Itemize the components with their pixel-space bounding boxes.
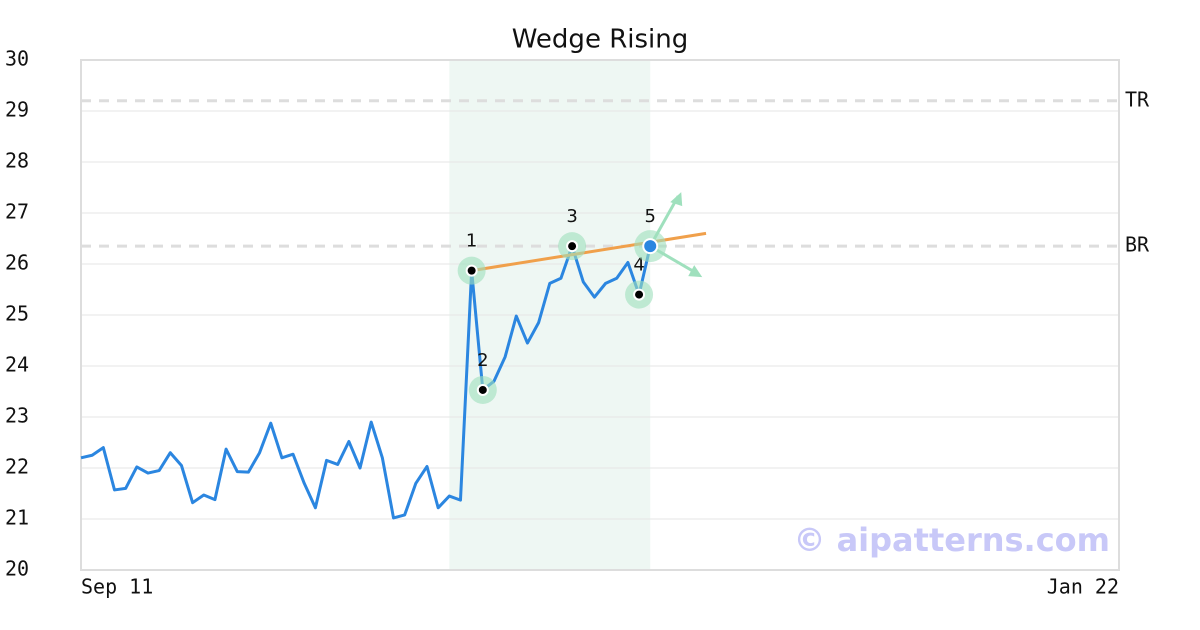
- x-tick-label: Jan 22: [1047, 575, 1119, 599]
- y-tick-label: 26: [5, 251, 29, 275]
- arrow: [648, 195, 680, 247]
- point-label: 1: [466, 231, 477, 252]
- x-tick-label: Sep 11: [81, 575, 153, 599]
- watermark: © aipatterns.com: [793, 521, 1110, 559]
- arrow-head: [688, 265, 703, 278]
- y-tick-label: 24: [5, 353, 29, 377]
- arrow-head: [670, 192, 683, 207]
- y-tick-label: 22: [5, 455, 29, 479]
- plot-frame: [80, 59, 1120, 571]
- arrow: [649, 244, 699, 276]
- level-label: BR: [1125, 233, 1150, 257]
- point-label: 2: [477, 350, 488, 371]
- pattern-point: [566, 240, 579, 253]
- y-tick-label: 28: [5, 149, 29, 173]
- point-label: 4: [633, 255, 644, 276]
- pattern-point: [465, 264, 478, 277]
- point-label: 3: [566, 206, 577, 227]
- y-tick-label: 27: [5, 200, 29, 224]
- y-tick-label: 30: [5, 47, 29, 71]
- point-label: 5: [644, 206, 655, 227]
- y-tick-label: 23: [5, 404, 29, 428]
- price-line: [80, 244, 652, 520]
- chart-title: Wedge Rising: [512, 25, 689, 55]
- y-tick-label: 20: [5, 557, 29, 581]
- pattern-point: [476, 383, 489, 396]
- level-label: TR: [1125, 87, 1150, 111]
- pattern-point: [642, 238, 659, 255]
- y-tick-label: 25: [5, 302, 29, 326]
- y-tick-label: 21: [5, 506, 29, 530]
- pattern-point: [633, 288, 646, 301]
- trend-line: [471, 231, 707, 273]
- y-tick-label: 29: [5, 98, 29, 122]
